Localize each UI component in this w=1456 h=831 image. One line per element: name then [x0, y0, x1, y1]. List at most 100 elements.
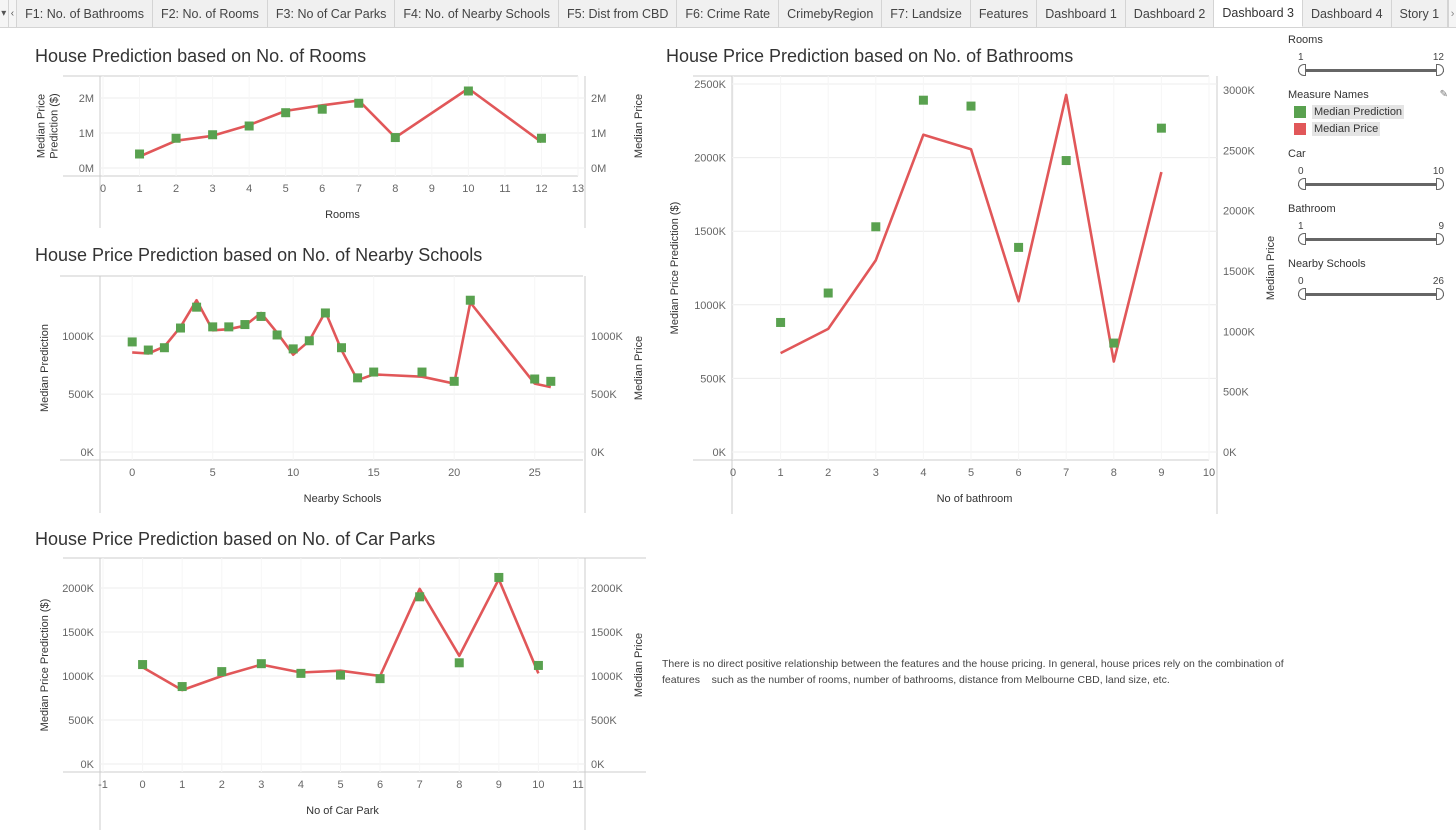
median-prediction-point — [138, 660, 148, 670]
carparks-chart-panel: House Price Prediction based on No. of C… — [30, 522, 660, 831]
median-prediction-point — [320, 308, 330, 318]
y-tick-label-left: 0K — [81, 759, 95, 771]
tab-features[interactable]: Features — [970, 0, 1038, 27]
y-tick-label-left: 500K — [700, 373, 726, 385]
bathroom-range-slider[interactable] — [1298, 232, 1444, 246]
x-tick-label: 5 — [968, 467, 974, 479]
rooms-slider-min-handle[interactable] — [1298, 64, 1306, 76]
x-tick-label: 4 — [298, 779, 304, 791]
x-axis-title: No of Car Park — [306, 805, 379, 817]
tab-prev-icon[interactable]: ‹ — [9, 0, 18, 27]
tab-f4-no-of-nearby-schools[interactable]: F4: No. of Nearby Schools — [395, 0, 559, 27]
bathroom-slider-max-handle[interactable] — [1436, 233, 1444, 245]
x-tick-label: 9 — [496, 779, 502, 791]
tab-dashboard-2[interactable]: Dashboard 2 — [1125, 0, 1215, 27]
median-prediction-point — [135, 149, 145, 159]
tab-f7-landsize[interactable]: F7: Landsize — [882, 0, 971, 27]
median-prediction-point — [192, 302, 202, 312]
legend-item-price[interactable]: Median Price — [1294, 122, 1452, 136]
schools-chart-panel: House Price Prediction based on No. of N… — [30, 240, 660, 515]
x-tick-label: 0 — [730, 467, 736, 479]
schools-chart[interactable]: 0K 500K 1000K 0K 500K 1000K 0 5 10 15 20 25 Nearby S… — [30, 240, 660, 515]
tab-next-icon[interactable]: › — [1448, 0, 1456, 27]
tab-dashboard-3[interactable]: Dashboard 3 — [1214, 0, 1303, 27]
tab-f2-no-of-rooms[interactable]: F2: No. of Rooms — [152, 0, 268, 27]
tab-menu-icon[interactable]: ▾ — [0, 0, 9, 27]
median-prediction-point — [369, 367, 379, 377]
y-tick-label-right: 500K — [1223, 387, 1249, 399]
bathroom-filter-label: Bathroom — [1288, 203, 1336, 215]
tab-story-1[interactable]: Story 1 — [1391, 0, 1449, 27]
tab-crimebyregion[interactable]: CrimebyRegion — [779, 0, 883, 27]
x-tick-label: 7 — [417, 779, 423, 791]
y-tick-label-left: 2M — [79, 93, 94, 105]
x-tick-label: 10 — [462, 183, 474, 195]
x-axis-title: Rooms — [325, 209, 360, 221]
median-prediction-point — [966, 101, 976, 111]
rooms-slider-max-handle[interactable] — [1436, 64, 1444, 76]
tab-f6-crime-rate[interactable]: F6: Crime Rate — [677, 0, 780, 27]
x-tick-label: 1 — [136, 183, 142, 195]
x-tick-label: 0 — [100, 183, 106, 195]
nearby-schools-slider-max-handle[interactable] — [1436, 288, 1444, 300]
bathroom-slider-min-handle[interactable] — [1298, 233, 1306, 245]
nearby-schools-filter-label: Nearby Schools — [1288, 258, 1366, 270]
median-prediction-point — [375, 674, 385, 684]
rooms-filter-max: 12 — [1432, 52, 1444, 63]
x-tick-label: 13 — [572, 183, 584, 195]
y-tick-label-left: 2000K — [62, 583, 94, 595]
x-axis-title: No of bathroom — [937, 493, 1013, 505]
nearby-schools-range-slider[interactable] — [1298, 287, 1444, 301]
median-prediction-point — [281, 108, 291, 118]
median-prediction-point — [240, 320, 250, 330]
median-prediction-point — [159, 343, 169, 353]
x-tick-label: -1 — [98, 779, 108, 791]
x-tick-label: 11 — [499, 183, 510, 195]
sheet-tab-bar: ▾ ‹ F1: No. of Bathrooms F2: No. of Rooms… — [0, 0, 1456, 28]
median-prediction-point — [1156, 123, 1166, 133]
median-prediction-point — [296, 668, 306, 678]
car-range-slider[interactable] — [1298, 177, 1444, 191]
median-prediction-point — [337, 343, 346, 353]
bathrooms-chart[interactable]: 0K500K1000K1500K2000K2500K0K500K1000K150… — [662, 40, 1286, 515]
tab-dashboard-1[interactable]: Dashboard 1 — [1037, 0, 1126, 27]
legend-edit-icon[interactable]: ✎ — [1439, 89, 1448, 100]
dashboard-note: There is no direct positive relationship… — [662, 658, 1287, 686]
x-tick-label: 6 — [377, 779, 383, 791]
nearby-schools-filter-min: 0 — [1298, 276, 1304, 287]
prediction-swatch — [1294, 106, 1306, 118]
median-prediction-point — [143, 345, 153, 355]
y-axis-title-left: Median Price Prediction ($) — [39, 599, 51, 732]
car-slider-max-handle[interactable] — [1436, 178, 1444, 190]
tab-f3-no-of-car-parks[interactable]: F3: No of Car Parks — [267, 0, 396, 27]
x-tick-label: 8 — [456, 779, 462, 791]
car-filter-max: 10 — [1432, 166, 1444, 177]
y-axis-title-right: Median Price — [1265, 236, 1277, 300]
x-tick-label: 3 — [258, 779, 264, 791]
carparks-chart[interactable]: 0K 500K 1000K 1500K 2000K 0K 500K 1000K 1500K 200… — [30, 522, 660, 831]
tab-dashboard-4[interactable]: Dashboard 4 — [1302, 0, 1392, 27]
y-tick-label-right: 1500K — [591, 627, 623, 639]
tab-f5-dist-from-cbd[interactable]: F5: Dist from CBD — [558, 0, 678, 27]
y-tick-label-left: 0K — [713, 447, 727, 459]
car-filter-min: 0 — [1298, 166, 1304, 177]
median-prediction-point — [217, 667, 227, 677]
y-tick-label-left: 500K — [68, 389, 94, 401]
car-slider-min-handle[interactable] — [1298, 178, 1306, 190]
median-prediction-point — [918, 95, 928, 105]
y-tick-label-right: 1000K — [591, 331, 623, 343]
y-tick-label-left: 1500K — [694, 226, 726, 238]
tab-f1-no-of-bathrooms[interactable]: F1: No. of Bathrooms — [17, 0, 153, 27]
median-prediction-point — [127, 337, 137, 347]
car-filter-label: Car — [1288, 148, 1306, 160]
legend-item-prediction[interactable]: Median Prediction — [1294, 105, 1452, 119]
y-tick-label-left: 1000K — [62, 671, 94, 683]
legend-title: Measure Names — [1288, 89, 1369, 101]
x-tick-label: 2 — [825, 467, 831, 479]
filter-sidebar: Rooms 1 12 Measure Names ✎ Median Predicti… — [1288, 34, 1452, 313]
median-prediction-point — [256, 659, 266, 669]
nearby-schools-slider-min-handle[interactable] — [1298, 288, 1306, 300]
rooms-range-slider[interactable] — [1298, 63, 1444, 77]
median-prediction-point — [171, 133, 181, 143]
